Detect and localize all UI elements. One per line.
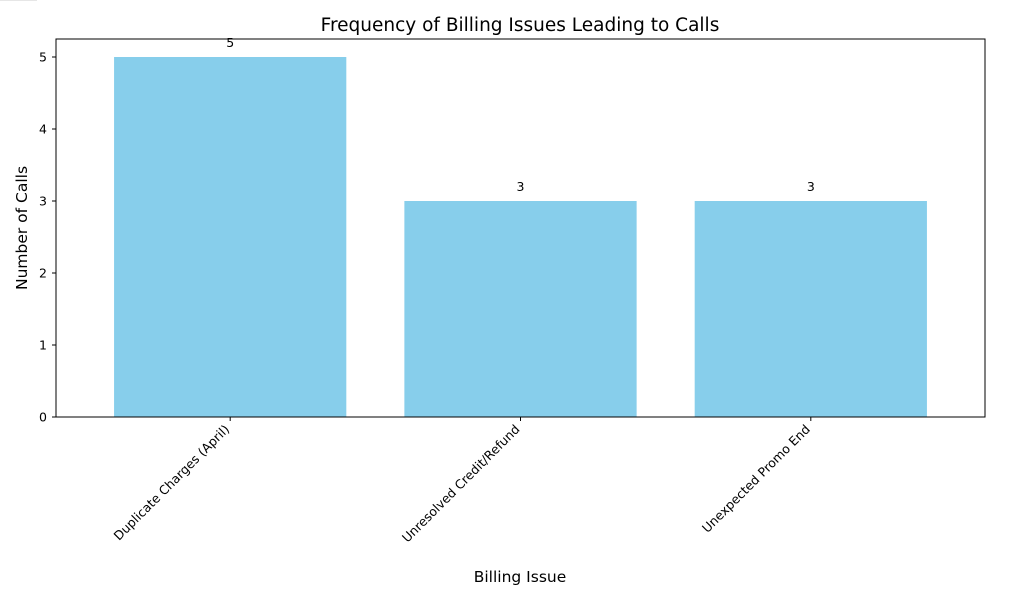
bar-2 (694, 201, 927, 417)
bars-layer (114, 57, 927, 417)
bar-1 (404, 201, 637, 417)
y-tick-label-3: 3 (39, 194, 47, 209)
x-tick-label-0: Duplicate Charges (April) (111, 422, 233, 544)
value-labels-layer: 5 3 3 (226, 35, 815, 194)
x-axis-ticks: Duplicate Charges (April) Unresolved Cred… (111, 417, 813, 545)
y-tick-label-4: 4 (39, 122, 47, 137)
y-axis-label: Number of Calls (13, 166, 31, 290)
top-left-corner-mark (0, 0, 37, 1)
y-axis-ticks: 0 1 2 3 4 5 (39, 50, 56, 425)
y-tick-label-0: 0 (39, 410, 47, 425)
chart-title: Frequency of Billing Issues Leading to C… (321, 15, 720, 36)
y-tick-label-5: 5 (39, 50, 47, 65)
x-tick-label-1: Unresolved Credit/Refund (399, 422, 523, 546)
bar-value-label-1: 3 (517, 179, 525, 194)
y-tick-label-1: 1 (39, 338, 47, 353)
bar-value-label-2: 3 (807, 179, 815, 194)
x-tick-label-2: Unexpected Promo End (699, 422, 813, 536)
x-axis-label: Billing Issue (474, 568, 567, 586)
y-tick-label-2: 2 (39, 266, 47, 281)
bar-value-label-0: 5 (226, 35, 234, 50)
bar-0 (114, 57, 347, 417)
